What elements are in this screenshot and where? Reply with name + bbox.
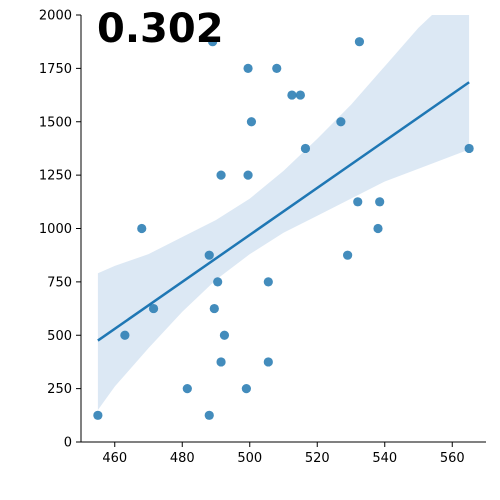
y-tick-label: 1250 (39, 169, 72, 184)
data-point (137, 223, 147, 234)
data-point (354, 37, 365, 47)
y-tick-label: 750 (47, 275, 72, 290)
annotation-value: 0.302 (97, 6, 224, 52)
x-tick-label: 560 (440, 451, 465, 466)
y-tick-label: 0 (64, 436, 72, 451)
data-point (287, 90, 297, 100)
data-point (213, 277, 223, 287)
data-point (219, 330, 230, 340)
x-tick-label: 540 (372, 451, 397, 466)
regression-line (97, 81, 470, 342)
data-point (120, 330, 130, 340)
data-point (148, 303, 159, 314)
data-point (336, 117, 346, 127)
x-tick-label: 520 (305, 451, 330, 466)
y-tick-label: 250 (47, 382, 72, 397)
x-ticks: 460 480 500 520 540 560 (102, 442, 465, 466)
regression-line-layer (97, 81, 470, 342)
data-point (216, 357, 226, 367)
y-tick-label: 1500 (39, 115, 72, 130)
data-point (208, 37, 218, 47)
data-point (464, 143, 474, 154)
data-point (300, 143, 311, 154)
data-point (263, 357, 273, 367)
data-point (216, 170, 226, 180)
y-tick-label: 1750 (39, 62, 72, 77)
data-point (343, 250, 353, 260)
data-point (353, 197, 363, 207)
y-ticks: 0 250 500 750 1000 1250 1500 1750 2000 (39, 9, 81, 451)
data-point (204, 410, 214, 420)
y-tick-label: 1000 (39, 222, 72, 237)
data-point (373, 223, 383, 234)
data-point (263, 277, 273, 287)
data-point (246, 117, 257, 127)
data-point (204, 250, 214, 260)
data-point (243, 170, 253, 180)
y-tick-label: 2000 (39, 9, 72, 24)
data-point (241, 384, 251, 394)
points-layer (93, 37, 474, 420)
x-tick-label: 460 (102, 451, 127, 466)
x-tick-label: 500 (237, 451, 262, 466)
data-point (295, 90, 305, 100)
x-tick-label: 480 (170, 451, 195, 466)
data-point (375, 197, 385, 207)
data-point (243, 63, 253, 73)
data-point (93, 410, 103, 420)
data-point (209, 303, 219, 314)
data-point (272, 63, 282, 73)
y-tick-label: 500 (47, 329, 72, 344)
data-point (182, 384, 192, 394)
